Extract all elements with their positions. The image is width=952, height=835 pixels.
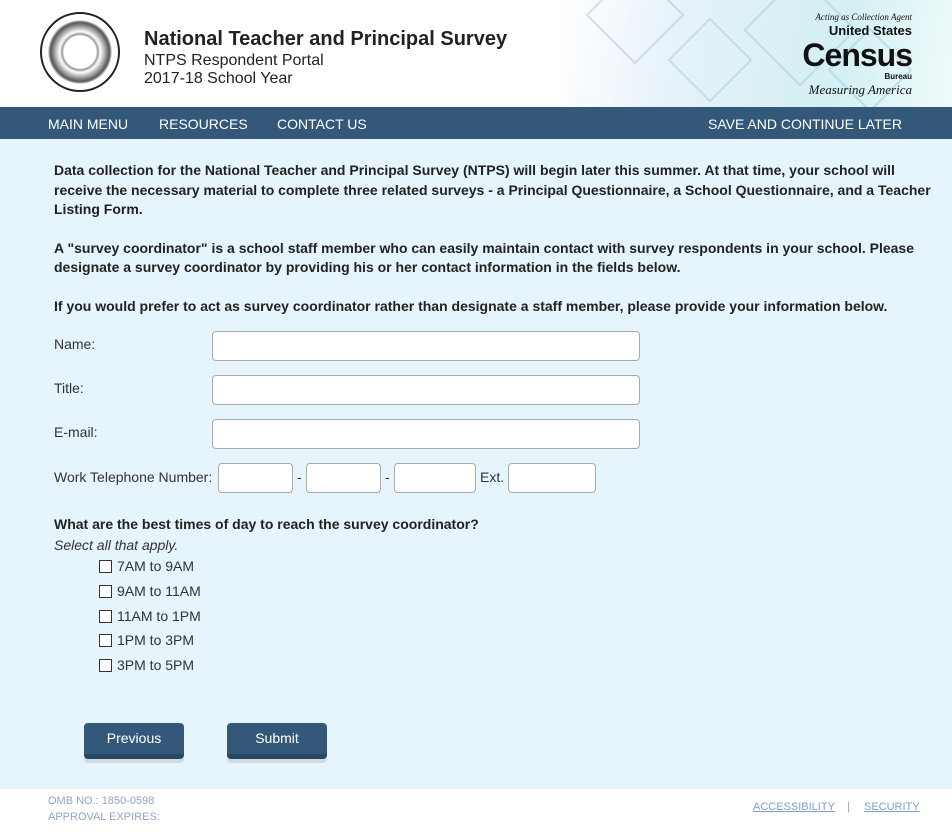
option-label: 3PM to 5PM (117, 657, 195, 673)
census-logo: Acting as Collection Agent United States… (802, 12, 913, 98)
department-of-education-seal (40, 12, 120, 92)
checkbox-icon[interactable] (99, 658, 112, 672)
checkbox-icon[interactable] (99, 559, 112, 573)
submit-button[interactable]: Submit (227, 723, 327, 759)
option-label: 9AM to 11AM (117, 583, 201, 599)
census-bureau: Bureau (884, 72, 912, 81)
page-title: National Teacher and Principal Survey (144, 28, 508, 50)
nav-bar: MAIN MENU RESOURCES CONTACT US SAVE AND … (0, 107, 952, 139)
phone-separator: - (297, 469, 302, 485)
accessibility-link[interactable]: ACCESSIBILITY (753, 801, 835, 813)
option-label: 7AM to 9AM (117, 558, 195, 574)
title-input[interactable] (212, 375, 640, 405)
select-instruction: Select all that apply. (54, 537, 179, 553)
phone-prefix-input[interactable] (306, 463, 381, 493)
checkbox-1pm-3pm[interactable]: 1PM to 3PM (99, 632, 194, 648)
security-link[interactable]: SECURITY (864, 801, 920, 813)
name-input[interactable] (212, 331, 640, 361)
checkbox-3pm-5pm[interactable]: 3PM to 5PM (99, 657, 194, 673)
nav-main-menu[interactable]: MAIN MENU (48, 116, 129, 132)
census-agent: Acting as Collection Agent (815, 12, 912, 22)
intro-paragraph-1: Data collection for the National Teacher… (54, 162, 931, 217)
footer-separator: | (847, 801, 850, 813)
omb-number: OMB NO.: 1850-0598 (48, 795, 155, 807)
times-question: What are the best times of day to reach … (54, 516, 479, 532)
main-content: Data collection for the National Teacher… (0, 139, 952, 789)
email-label: E-mail: (54, 424, 98, 440)
name-label: Name: (54, 336, 96, 352)
school-year: 2017-18 School Year (144, 70, 293, 87)
checkbox-7am-9am[interactable]: 7AM to 9AM (99, 558, 194, 574)
approval-expires: APPROVAL EXPIRES: (48, 811, 160, 823)
census-tagline: Measuring America (808, 82, 912, 97)
checkbox-icon[interactable] (99, 633, 112, 647)
phone-label: Work Telephone Number: (54, 469, 213, 485)
intro-paragraphs: Data collection for the National Teacher… (54, 161, 934, 335)
checkbox-icon[interactable] (99, 584, 112, 598)
census-word: Census (802, 37, 913, 73)
header: National Teacher and Principal Survey NT… (0, 0, 952, 107)
phone-area-code-input[interactable] (218, 463, 293, 493)
footer: OMB NO.: 1850-0598 APPROVAL EXPIRES: ACC… (0, 789, 952, 835)
title-label: Title: (54, 380, 84, 396)
checkbox-11am-1pm[interactable]: 11AM to 1PM (99, 608, 201, 624)
intro-paragraph-3: If you would prefer to act as survey coo… (54, 297, 888, 314)
checkbox-icon[interactable] (99, 609, 112, 623)
portal-name: NTPS Respondent Portal (144, 52, 324, 69)
phone-separator: - (385, 469, 390, 485)
header-decoration (560, 0, 952, 107)
nav-resources[interactable]: RESOURCES (159, 116, 248, 132)
option-label: 11AM to 1PM (117, 608, 201, 624)
checkbox-9am-11am[interactable]: 9AM to 11AM (99, 583, 201, 599)
nav-contact-us[interactable]: CONTACT US (277, 116, 367, 132)
email-input[interactable] (212, 419, 640, 449)
census-us: United States (828, 23, 912, 38)
save-and-continue-later[interactable]: SAVE AND CONTINUE LATER (708, 116, 902, 132)
phone-line-input[interactable] (394, 463, 476, 493)
ext-label: Ext. (480, 469, 505, 485)
option-label: 1PM to 3PM (117, 632, 195, 648)
previous-button[interactable]: Previous (84, 723, 184, 759)
intro-paragraph-2: A "survey coordinator" is a school staff… (54, 239, 915, 276)
phone-ext-input[interactable] (508, 463, 596, 493)
